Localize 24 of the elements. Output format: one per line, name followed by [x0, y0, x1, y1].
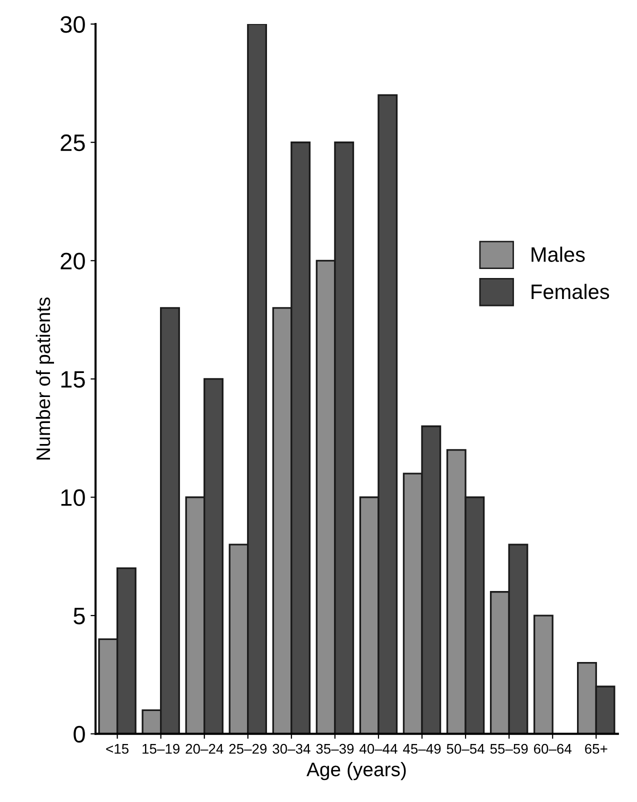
legend-label: Males — [532, 246, 585, 262]
x-tick-label: 30–34 — [272, 744, 310, 754]
x-tick-label: 40–44 — [359, 744, 398, 754]
y-tick-label: 15 — [61, 371, 85, 388]
bar — [533, 614, 554, 734]
x-tick-label: 55–59 — [490, 744, 528, 754]
x-tick-label: 20–24 — [186, 744, 224, 754]
x-tick-label: 65+ — [585, 744, 608, 754]
x-tick-label: 45–49 — [403, 744, 441, 754]
y-tick-label: 30 — [60, 16, 85, 33]
legend-label: Females — [532, 284, 610, 300]
y-tick-label: 20 — [60, 252, 85, 270]
y-axis-title: Number of patients — [36, 298, 54, 460]
x-tick-label: <15 — [106, 744, 129, 754]
x-tick-label: 50–54 — [446, 744, 484, 754]
x-tick-label: 15–19 — [142, 744, 180, 754]
x-axis-title: Age (years) — [306, 762, 406, 780]
x-tick-label: 25–29 — [229, 744, 267, 754]
y-tick-label: 25 — [60, 134, 85, 152]
x-tick-label: 60–64 — [534, 744, 572, 754]
x-tick-label: 35–39 — [316, 744, 354, 754]
y-tick-label: 0 — [74, 726, 85, 743]
y-tick-label: 10 — [61, 489, 85, 506]
y-tick-label: 5 — [74, 608, 85, 624]
